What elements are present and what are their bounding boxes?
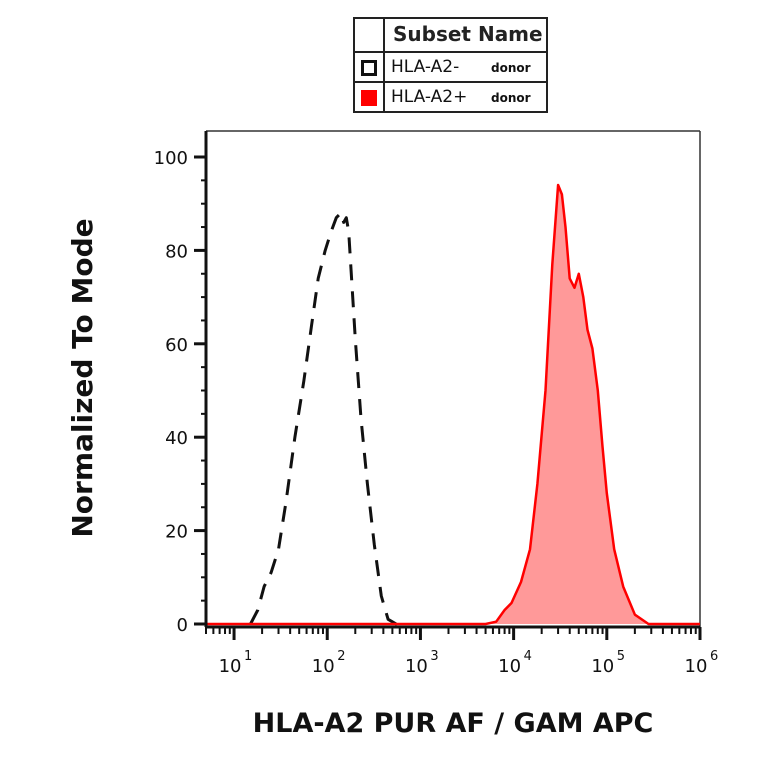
series-line-hla-a2-neg bbox=[249, 211, 403, 626]
x-tick-exponent: 1 bbox=[244, 649, 252, 664]
x-tick-label: 10 1 bbox=[219, 649, 253, 677]
x-tick-base: 10 bbox=[405, 656, 428, 677]
legend-item-name: HLA-A2- bbox=[391, 57, 460, 77]
legend-title: Subset Name bbox=[393, 22, 543, 46]
x-tick-exponent: 5 bbox=[617, 649, 625, 664]
x-tick-base: 10 bbox=[591, 656, 614, 677]
x-tick-exponent: 2 bbox=[337, 649, 345, 664]
y-tick-label: 0 bbox=[177, 615, 188, 636]
x-tick-base: 10 bbox=[498, 656, 521, 677]
y-tick-label: 80 bbox=[165, 241, 188, 262]
series-line-hla-a2-pos bbox=[206, 183, 700, 626]
y-tick-label: 100 bbox=[154, 148, 188, 169]
x-tick-base: 10 bbox=[685, 656, 708, 677]
x-tick-label: 10 5 bbox=[591, 649, 625, 677]
legend-divider bbox=[383, 53, 385, 81]
legend-item-sub: donor bbox=[491, 91, 531, 105]
x-tick-label: 10 3 bbox=[405, 649, 439, 677]
x-tick-base: 10 bbox=[219, 656, 242, 677]
x-tick-label: 10 6 bbox=[685, 649, 719, 677]
legend: Subset Name HLA-A2- donor HLA-A2+ donor bbox=[353, 17, 548, 113]
y-tick-label: 20 bbox=[165, 522, 188, 543]
legend-swatch-outline bbox=[361, 60, 377, 76]
y-tick-label: 40 bbox=[165, 428, 188, 449]
x-tick-label: 10 4 bbox=[498, 649, 532, 677]
x-tick-exponent: 3 bbox=[430, 649, 438, 664]
series-fill-hla-a2-pos bbox=[206, 185, 700, 624]
legend-divider bbox=[383, 83, 385, 112]
x-tick-exponent: 6 bbox=[710, 649, 718, 664]
legend-divider bbox=[383, 19, 385, 51]
legend-item-hla-a2-pos: HLA-A2+ donor bbox=[355, 83, 546, 112]
series-layer bbox=[206, 183, 700, 626]
y-tick-label: 60 bbox=[165, 335, 188, 356]
x-tick-base: 10 bbox=[312, 656, 335, 677]
legend-item-sub: donor bbox=[491, 61, 531, 75]
y-axis-label: Normalized To Mode bbox=[66, 218, 99, 537]
legend-item-name: HLA-A2+ bbox=[391, 87, 468, 107]
x-tick-exponent: 4 bbox=[524, 649, 532, 664]
plot-frame bbox=[206, 130, 701, 627]
legend-swatch-filled bbox=[361, 90, 377, 106]
x-axis-label: HLA-A2 PUR AF / GAM APC bbox=[253, 708, 654, 739]
legend-header: Subset Name bbox=[355, 19, 546, 53]
x-tick-label: 10 2 bbox=[312, 649, 346, 677]
legend-item-hla-a2-neg: HLA-A2- donor bbox=[355, 53, 546, 83]
